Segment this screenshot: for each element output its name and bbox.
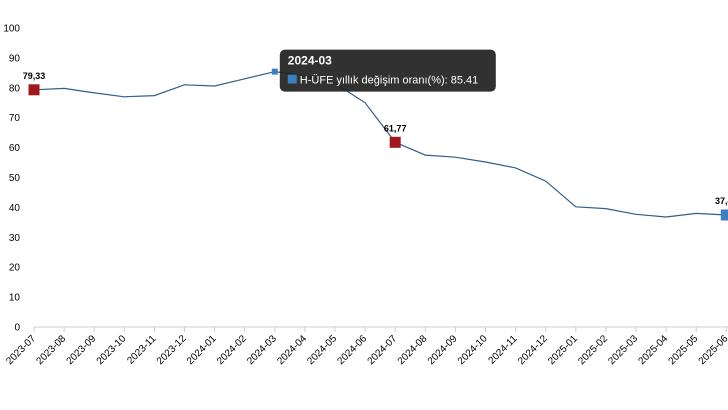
x-tick-label: 2025-03 [606,333,640,367]
highlight-marker[interactable] [720,209,728,221]
x-tick-label: 2024-09 [426,333,460,367]
data-label: 37,46 [715,196,728,206]
highlight-marker[interactable] [389,136,401,148]
y-tick-label: 60 [9,143,21,154]
x-tick-label: 2024-04 [275,333,309,367]
y-tick-label: 20 [9,263,21,274]
x-tick-label: 2023-11 [125,333,159,367]
x-tick-label: 2023-07 [4,333,38,367]
x-tick-label: 2024-03 [245,333,279,367]
highlight-marker[interactable] [28,84,40,96]
y-tick-label: 50 [9,173,21,184]
y-axis: 0 10 20 30 40 50 60 70 80 90 100 [3,24,20,334]
data-point[interactable] [93,92,95,94]
x-tick-label: 2025-02 [576,333,610,367]
x-tick-label: 2023-08 [34,333,68,367]
x-tick-label: 2024-01 [185,333,219,367]
data-label: 61,77 [384,123,407,133]
data-point[interactable] [515,167,517,169]
y-tick-label: 30 [9,233,21,244]
data-point[interactable] [635,213,637,215]
data-point[interactable] [545,180,547,182]
x-axis: 2023-072023-082023-092023-102023-112023-… [4,326,728,367]
x-tick-label: 2024-06 [335,333,369,367]
x-tick-label: 2024-05 [305,333,339,367]
tooltip: 2024-03 H-ÜFE yıllık değişim oranı(%): 8… [279,49,496,92]
x-tick-label: 2024-11 [487,333,521,367]
y-tick-label: 40 [9,203,21,214]
x-tick-label: 2025-04 [636,333,670,367]
y-tick-label: 0 [14,323,20,334]
data-point[interactable] [605,208,607,210]
x-tick-label: 2023-09 [65,333,99,367]
data-point[interactable] [124,96,126,98]
data-point[interactable] [184,84,186,86]
data-label: 79,33 [23,71,46,81]
x-tick-label: 2024-02 [215,333,249,367]
x-tick-label: 2024-12 [516,333,550,367]
tooltip-value: H-ÜFE yıllık değişim oranı(%): 85.41 [300,75,479,87]
tooltip-series-swatch [287,74,297,84]
data-point[interactable] [695,213,697,215]
data-point[interactable] [425,154,427,156]
y-tick-label: 100 [3,24,20,35]
plot-area [28,68,728,221]
y-tick-label: 10 [9,293,21,304]
y-tick-label: 80 [9,83,21,94]
x-tick-label: 2025-06 [697,333,728,367]
data-point[interactable] [455,156,457,158]
x-tick-label: 2024-08 [396,333,430,367]
x-tick-label: 2023-10 [95,333,129,367]
x-tick-label: 2025-05 [667,333,701,367]
data-point[interactable] [214,85,216,87]
data-point[interactable] [244,78,246,80]
x-tick-label: 2024-10 [456,333,490,367]
x-tick-label: 2023-12 [155,333,189,367]
tooltip-box [279,49,496,92]
y-tick-label: 90 [9,53,21,64]
data-point[interactable] [154,95,156,97]
x-tick-label: 2024-07 [366,333,400,367]
data-point[interactable] [665,216,667,218]
tooltip-title: 2024-03 [288,54,332,68]
hover-marker[interactable] [271,68,278,75]
series-line [33,70,728,218]
data-labels: 79,33 61,77 37,46 [23,71,728,206]
x-tick-label: 2025-01 [546,333,580,367]
y-tick-label: 70 [9,113,21,124]
data-point[interactable] [575,206,577,208]
data-point[interactable] [485,161,487,163]
data-point[interactable] [364,102,366,104]
data-point[interactable] [63,88,65,90]
